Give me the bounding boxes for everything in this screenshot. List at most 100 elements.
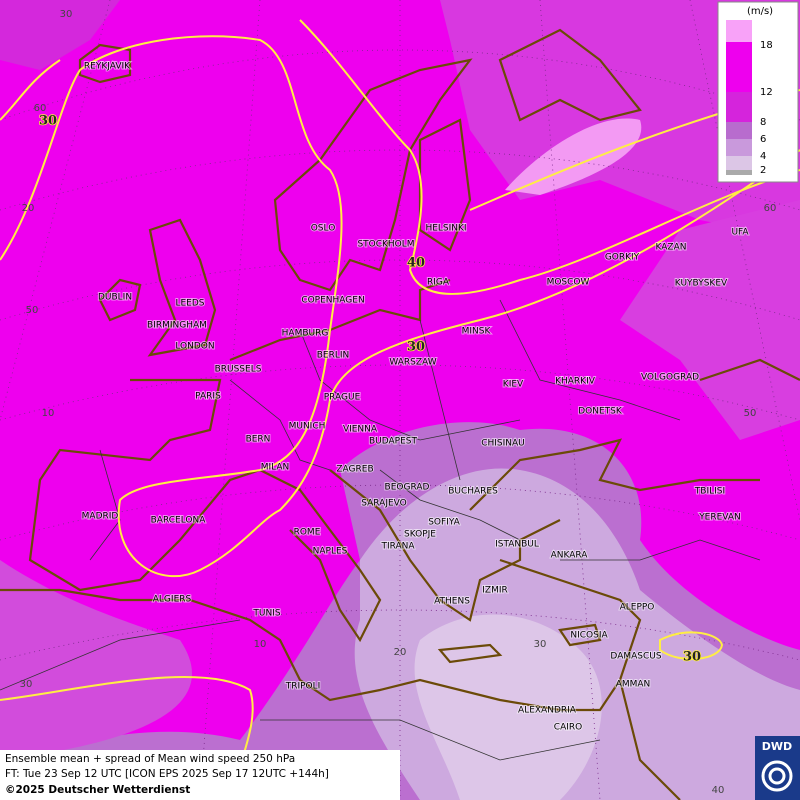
footer-text: Ensemble mean + spread of Mean wind spee… <box>5 753 295 765</box>
legend-level: 12 <box>760 87 773 98</box>
city-label: ALEXANDRIA <box>518 706 577 716</box>
contour-label: 30 <box>683 650 701 665</box>
city-labels: REYKJAVIK OSLO STOCKHOLM HELSINKI DUBLIN LEED… <box>81 61 751 734</box>
grid-label: 50 <box>744 408 757 419</box>
city-label: BRUSSELS <box>215 365 262 375</box>
city-label: AMMAN <box>616 680 651 690</box>
city-label: MINSK <box>462 327 492 337</box>
legend-level: 2 <box>760 165 766 176</box>
logo: DWD <box>755 736 800 800</box>
city-label: UFA <box>731 228 749 238</box>
legend-level: 6 <box>760 134 766 145</box>
grid-label: 30 <box>60 9 73 20</box>
city-label: OSLO <box>311 224 336 234</box>
logo-icon <box>761 760 793 792</box>
city-label: BERN <box>246 435 271 445</box>
legend-swatch <box>726 170 752 175</box>
coastlines <box>0 28 800 800</box>
contour-label: 30 <box>39 114 57 129</box>
legend-swatch <box>726 156 752 170</box>
city-label: ALGIERS <box>153 595 192 605</box>
city-label: CHISINAU <box>481 439 525 449</box>
city-label: ISTANBUL <box>495 540 539 550</box>
contour-label: 40 <box>407 256 425 271</box>
legend-swatch <box>726 42 752 92</box>
city-label: NICOSIA <box>570 631 608 641</box>
city-label: BERLIN <box>317 351 350 361</box>
city-label: LONDON <box>175 342 214 352</box>
grid-label: 30 <box>534 639 547 650</box>
city-label: SOFIYA <box>428 518 460 528</box>
city-label: VIENNA <box>343 425 378 435</box>
city-label: BUCHARES <box>448 487 498 497</box>
city-label: TUNIS <box>252 609 280 619</box>
city-label: GORKIY <box>605 253 640 263</box>
city-label: ZAGREB <box>336 465 373 475</box>
field-region <box>0 560 192 760</box>
city-label: ALEPPO <box>620 603 655 613</box>
city-label: SKOPJE <box>404 530 436 540</box>
city-label: BIRMINGHAM <box>147 321 207 331</box>
city-label: DUBLIN <box>98 293 132 303</box>
grid-label: 60 <box>764 203 777 214</box>
city-label: TIRANA <box>380 542 415 552</box>
legend-level: 4 <box>760 151 766 162</box>
legend-unit: (m/s) <box>747 6 773 17</box>
logo-text: DWD <box>762 740 792 753</box>
city-label: HELSINKI <box>425 224 466 234</box>
grid-label: 30 <box>20 679 33 690</box>
legend-swatch <box>726 20 752 42</box>
city-label: ATHENS <box>434 597 470 607</box>
footer-text: ©2025 Deutscher Wetterdienst <box>5 784 190 796</box>
city-label: WARSZAW <box>389 358 436 368</box>
city-label: KIEV <box>503 380 524 390</box>
city-label: VOLGOGRAD <box>641 373 699 383</box>
footer-box <box>0 750 400 800</box>
contour-label: 30 <box>407 340 425 355</box>
city-label: KHARKIV <box>555 377 596 387</box>
city-label: ANKARA <box>551 551 589 561</box>
field-region <box>0 0 120 70</box>
field-region <box>620 200 800 440</box>
city-label: HAMBURG <box>282 329 329 339</box>
city-label: TBILISI <box>694 487 725 497</box>
legend-swatch <box>726 92 752 122</box>
contour-labels: 30 40 30 30 <box>38 113 702 666</box>
legend-level: 18 <box>760 40 773 51</box>
city-label: BARCELONA <box>151 516 207 526</box>
borders <box>0 299 761 761</box>
footer-text: FT: Tue 23 Sep 12 UTC [ICON EPS 2025 Sep… <box>5 768 329 780</box>
city-label: KAZAN <box>656 243 687 253</box>
city-label: CAIRO <box>554 723 582 733</box>
grid-label: 60 <box>34 103 47 114</box>
legend: (m/s) 18 12 8 6 4 2 <box>717 1 799 183</box>
city-label: REYKJAVIK <box>84 62 131 72</box>
legend-level: 8 <box>760 117 766 128</box>
city-label: COPENHAGEN <box>301 296 364 306</box>
city-label: IZMIR <box>482 586 508 596</box>
grid-label: 10 <box>254 639 267 650</box>
field-region <box>505 118 642 195</box>
city-label: BEOGRAD <box>385 483 430 493</box>
city-label: SARAJEVO <box>361 499 407 509</box>
grid-label: 10 <box>42 408 55 419</box>
city-label: PARIS <box>195 392 221 402</box>
grid-label: 20 <box>394 647 407 658</box>
city-label: KUYBYSKEV <box>675 279 728 289</box>
city-label: DONETSK <box>578 407 623 417</box>
city-label: TRIPOLI <box>285 682 321 692</box>
grid-label: 50 <box>26 305 39 316</box>
city-label: BUDAPEST <box>369 437 418 447</box>
grid-label: 40 <box>712 785 725 796</box>
city-label: ROME <box>294 528 321 538</box>
city-label: MUNICH <box>289 422 326 432</box>
city-label: PRAGUE <box>324 393 361 403</box>
city-label: NAPLES <box>313 547 348 557</box>
city-label: LEEDS <box>175 299 204 309</box>
city-label: YEREVAN <box>698 513 741 523</box>
grid-label: 20 <box>22 203 35 214</box>
city-label: MILAN <box>261 463 290 473</box>
